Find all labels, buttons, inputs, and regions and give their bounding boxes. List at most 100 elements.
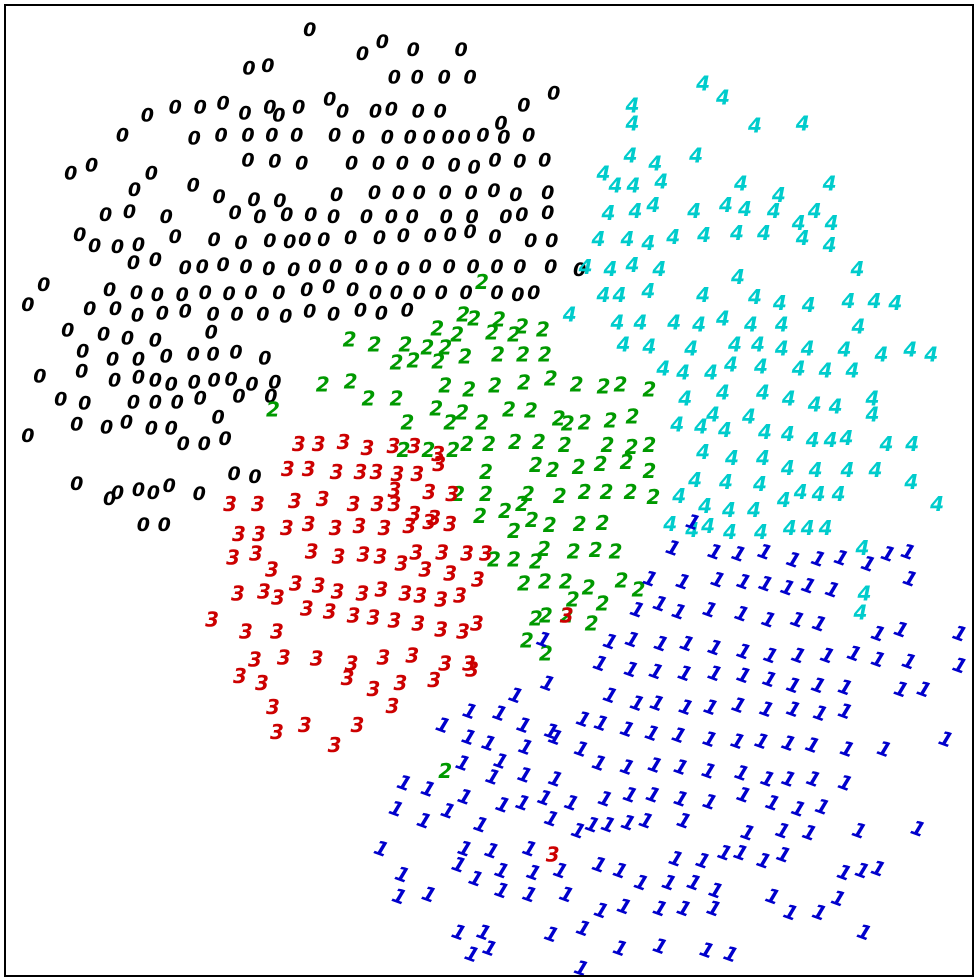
digit-1-point: 1 bbox=[803, 765, 824, 792]
digit-0-point: 0 bbox=[369, 282, 382, 304]
digit-1-point: 1 bbox=[809, 610, 830, 637]
digit-3-point: 3 bbox=[407, 502, 421, 526]
digit-1-point: 1 bbox=[810, 699, 831, 726]
digit-0-point: 0 bbox=[187, 344, 200, 366]
digit-2-point: 2 bbox=[536, 318, 550, 342]
digit-0-point: 0 bbox=[438, 67, 451, 89]
digit-0-point: 0 bbox=[487, 180, 500, 202]
digit-0-point: 0 bbox=[330, 184, 343, 206]
digit-4-point: 4 bbox=[851, 315, 866, 339]
digit-4-point: 4 bbox=[782, 516, 797, 540]
digit-2-point: 2 bbox=[546, 458, 560, 482]
digit-4-point: 4 bbox=[850, 257, 865, 281]
digit-0-point: 0 bbox=[206, 344, 219, 366]
digit-1-point: 1 bbox=[731, 600, 752, 627]
digit-2-point: 2 bbox=[596, 511, 610, 535]
digit-2-point: 2 bbox=[507, 323, 521, 347]
digit-1-point: 1 bbox=[448, 919, 469, 946]
digit-2-point: 2 bbox=[475, 410, 489, 434]
digit-1-point: 1 bbox=[760, 642, 781, 669]
digit-2-point: 2 bbox=[631, 578, 645, 602]
digit-1-point: 1 bbox=[646, 658, 667, 685]
digit-2-point: 2 bbox=[596, 592, 610, 616]
digit-2-point: 2 bbox=[585, 612, 599, 636]
digit-0-point: 0 bbox=[127, 391, 140, 413]
digit-1-point: 1 bbox=[835, 674, 856, 701]
digit-2-point: 2 bbox=[597, 374, 611, 398]
digit-2-point: 2 bbox=[646, 485, 660, 509]
digit-2-point: 2 bbox=[446, 438, 460, 462]
digit-0-point: 0 bbox=[116, 125, 129, 147]
digit-0-point: 0 bbox=[147, 482, 160, 504]
digit-0-point: 0 bbox=[229, 342, 242, 364]
digit-3-point: 3 bbox=[431, 442, 445, 466]
digit-3-point: 3 bbox=[471, 568, 485, 592]
digit-3-point: 3 bbox=[361, 436, 375, 460]
digit-1-point: 1 bbox=[696, 936, 717, 963]
digit-4-point: 4 bbox=[855, 536, 870, 560]
digit-2-point: 2 bbox=[642, 377, 656, 401]
digit-0-point: 0 bbox=[224, 369, 237, 391]
digit-3-point: 3 bbox=[398, 582, 412, 606]
digit-0-point: 0 bbox=[228, 202, 241, 224]
digit-4-point: 4 bbox=[627, 199, 642, 223]
digit-3-point: 3 bbox=[560, 604, 574, 628]
digit-3-point: 3 bbox=[367, 606, 381, 630]
digit-0-point: 0 bbox=[245, 373, 258, 395]
digit-1-point: 1 bbox=[647, 689, 668, 716]
digit-1-point: 1 bbox=[614, 893, 635, 920]
digit-0-point: 0 bbox=[352, 127, 365, 149]
digit-4-point: 4 bbox=[811, 482, 826, 506]
digit-0-point: 0 bbox=[196, 256, 209, 278]
digit-4-point: 4 bbox=[669, 412, 684, 436]
digit-0-point: 0 bbox=[207, 370, 220, 392]
digit-2-point: 2 bbox=[362, 386, 376, 410]
digit-0-point: 0 bbox=[108, 370, 121, 392]
digit-2-point: 2 bbox=[492, 308, 506, 332]
digit-3-point: 3 bbox=[312, 574, 326, 598]
digit-0-point: 0 bbox=[78, 392, 91, 414]
digit-0-point: 0 bbox=[290, 125, 303, 147]
digit-1-point: 1 bbox=[699, 788, 720, 815]
digit-1-point: 1 bbox=[669, 721, 690, 748]
digit-2-point: 2 bbox=[502, 397, 516, 421]
digit-2-point: 2 bbox=[529, 550, 543, 574]
digit-0-point: 0 bbox=[241, 125, 254, 147]
digit-1-point: 1 bbox=[671, 753, 692, 780]
digit-4-point: 4 bbox=[675, 361, 690, 385]
digit-1-point: 1 bbox=[561, 789, 582, 816]
digit-4-point: 4 bbox=[687, 468, 702, 492]
digit-4-point: 4 bbox=[718, 193, 733, 217]
digit-0-point: 0 bbox=[407, 39, 420, 61]
digit-4-point: 4 bbox=[793, 480, 808, 504]
digit-2-point: 2 bbox=[524, 398, 538, 422]
digit-3-point: 3 bbox=[305, 540, 319, 564]
digit-0-point: 0 bbox=[199, 282, 212, 304]
digit-1-point: 1 bbox=[727, 727, 748, 754]
digit-0-point: 0 bbox=[188, 128, 201, 150]
digit-3-point: 3 bbox=[377, 516, 391, 540]
digit-4-point: 4 bbox=[866, 289, 881, 313]
digit-3-point: 3 bbox=[341, 666, 355, 690]
digit-0-point: 0 bbox=[75, 361, 88, 383]
digit-0-point: 0 bbox=[390, 282, 403, 304]
digit-4-point: 4 bbox=[651, 257, 666, 281]
digit-1-point: 1 bbox=[733, 781, 754, 808]
digit-0-point: 0 bbox=[103, 488, 116, 510]
digit-1-point: 1 bbox=[438, 797, 459, 824]
digit-0-point: 0 bbox=[412, 101, 425, 123]
digit-1-point: 1 bbox=[700, 693, 721, 720]
digit-1-point: 1 bbox=[459, 697, 480, 724]
digit-1-point: 1 bbox=[512, 789, 533, 816]
digit-4-point: 4 bbox=[625, 173, 640, 197]
digit-0-point: 0 bbox=[488, 226, 501, 248]
digit-0-point: 0 bbox=[355, 256, 368, 278]
digit-1-point: 1 bbox=[454, 783, 475, 810]
digit-1-point: 1 bbox=[650, 932, 671, 959]
digit-1-point: 1 bbox=[636, 807, 657, 834]
digit-1-point: 1 bbox=[812, 793, 833, 820]
digit-0-point: 0 bbox=[336, 101, 349, 123]
digit-1-point: 1 bbox=[874, 735, 895, 762]
